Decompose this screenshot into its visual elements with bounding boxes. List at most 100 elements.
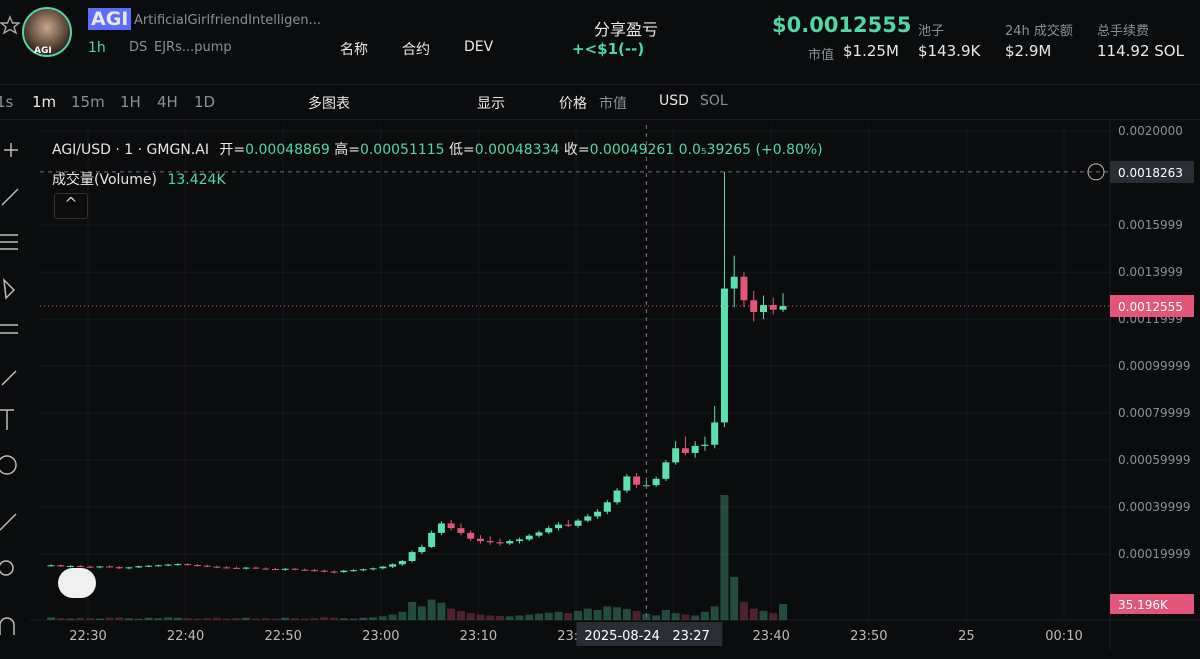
sol-toggle[interactable]: SOL [700, 93, 728, 109]
trendline-tool[interactable] [1, 188, 19, 206]
volume-bar [320, 617, 329, 620]
stat-label: 池子 [918, 24, 945, 39]
volume-bar [173, 617, 182, 620]
x-tick-label: 22:50 [264, 629, 301, 644]
stat-label: 24h 成交额 [1005, 24, 1073, 39]
candle-body [437, 523, 445, 533]
multi-chart[interactable]: 多图表 [308, 96, 350, 112]
symbol: AGI [88, 8, 132, 30]
header: AGI AGI ArtificialGirlfriendIntelligen..… [0, 0, 1200, 85]
candle-body [271, 569, 279, 571]
ds-tag: DS [129, 40, 148, 55]
change: 0.0₅39265 (+0.80%) [678, 142, 823, 158]
btn-dev[interactable]: DEV [464, 39, 494, 55]
volume-bar [720, 495, 729, 620]
usd-toggle[interactable]: USD [659, 93, 689, 109]
volume-bar [251, 618, 260, 620]
candle-body [76, 565, 84, 567]
age: 1h [88, 40, 106, 56]
crosshair-date: 2025-08-24 [584, 629, 660, 644]
y-tick-label: 0.0013999 [1118, 265, 1183, 279]
open-value: 0.00048869 [245, 142, 330, 158]
address[interactable]: EJRs...pump [154, 40, 232, 55]
candle-body [701, 444, 709, 446]
volume-bar [779, 604, 787, 620]
crosshair-tool[interactable] [4, 143, 18, 157]
volume-bar [427, 599, 436, 620]
magnet-tool[interactable] [0, 617, 15, 635]
volume-bar [232, 618, 241, 620]
volume-bar [622, 609, 631, 620]
interval-active[interactable]: 1m [32, 93, 57, 111]
add-alert [1087, 163, 1105, 181]
candle-body [486, 541, 494, 543]
avatar-label: AGI [34, 46, 52, 56]
candle-body [691, 445, 699, 453]
display[interactable]: 显示 [477, 96, 505, 112]
volume-bar [261, 618, 270, 620]
close-label: 收= [563, 142, 590, 158]
interval[interactable]: 1H [120, 93, 141, 111]
interval[interactable]: 15m [71, 93, 105, 111]
text-tool[interactable] [0, 409, 14, 430]
volume-bar [661, 610, 670, 620]
volume-bar [183, 618, 192, 620]
candle-body [457, 528, 465, 533]
emoji-tool[interactable] [0, 455, 17, 475]
candle-body [408, 552, 416, 562]
volume-bar [730, 576, 739, 620]
fib-tool[interactable] [0, 234, 18, 250]
open-label: 开= [219, 142, 246, 158]
candle-body [515, 539, 523, 542]
volume-bar [652, 615, 661, 620]
x-tick-label: 23:10 [460, 629, 497, 644]
volume-bar [681, 614, 690, 620]
candle-body [350, 570, 358, 572]
interval[interactable]: 1D [194, 93, 216, 111]
collapse-button[interactable]: ^ [54, 193, 88, 219]
candle-body [584, 516, 592, 521]
volume-bar [56, 618, 65, 620]
candle-body [535, 532, 543, 536]
brush-tool[interactable] [1, 370, 17, 386]
chart-title: AGI/USD · 1 · GMGN.AI [52, 142, 209, 158]
x-tick-label: 00:10 [1045, 629, 1082, 644]
volume-bar [369, 617, 378, 620]
mcap-toggle[interactable]: 市值 [599, 96, 627, 112]
volume-bar [544, 612, 553, 620]
drawing-tools [0, 143, 19, 635]
candle-body [750, 300, 758, 313]
price: $0.0012555 [772, 13, 912, 37]
candle-body [467, 532, 475, 539]
btn-contract[interactable]: 合约 [402, 42, 430, 58]
price-toggle[interactable]: 价格 [559, 96, 587, 112]
projection-tool[interactable] [0, 324, 18, 334]
volume-bar [349, 618, 358, 620]
candle-body [603, 502, 611, 512]
volume-bar [466, 613, 475, 620]
volume-bar [593, 610, 602, 620]
zoom-tool[interactable] [0, 560, 14, 576]
x-tick-label: 22:40 [167, 629, 204, 644]
volume-bar [125, 618, 134, 620]
share-pnl[interactable]: 分享盈亏 [594, 20, 659, 39]
favorite-star[interactable] [0, 15, 20, 35]
high-label: 高= [334, 142, 360, 158]
volume-bar [691, 615, 700, 620]
candle-body [418, 546, 426, 553]
interval[interactable]: 4H [157, 93, 178, 111]
volume-value: 13.424K [167, 172, 226, 188]
candle-body [320, 570, 328, 572]
low-value: 0.00048334 [474, 142, 560, 158]
candle-body [428, 532, 436, 547]
ruler-tool[interactable] [0, 513, 17, 531]
candle-body [213, 566, 221, 568]
candle-body [281, 568, 289, 570]
interval[interactable]: 1s [0, 93, 14, 111]
btn-name[interactable]: 名称 [340, 42, 368, 58]
y-tick-label: 0.00079999 [1118, 406, 1191, 420]
candle-body [662, 462, 670, 479]
candle-body [740, 276, 748, 301]
pattern-tool[interactable] [3, 277, 16, 300]
